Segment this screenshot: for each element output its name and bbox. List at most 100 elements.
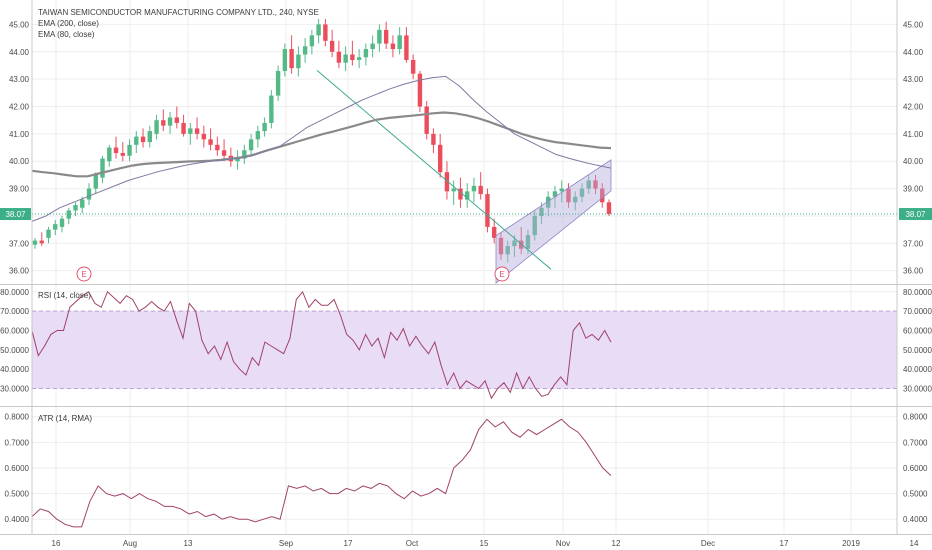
candle-up[interactable] bbox=[134, 131, 139, 154]
candle-up[interactable] bbox=[86, 183, 92, 206]
rsi-pane[interactable] bbox=[31, 290, 897, 400]
candle-up[interactable] bbox=[248, 133, 254, 156]
candle-down[interactable] bbox=[228, 147, 234, 167]
candle-down[interactable] bbox=[424, 101, 429, 140]
candle-up[interactable] bbox=[356, 49, 362, 69]
candle-down[interactable] bbox=[431, 128, 436, 154]
candle-up[interactable] bbox=[464, 183, 470, 208]
trend-channel[interactable] bbox=[495, 159, 612, 284]
candle-down[interactable] bbox=[478, 172, 483, 200]
candle-up[interactable] bbox=[282, 43, 288, 77]
candle-up[interactable] bbox=[32, 237, 38, 249]
candle-up[interactable] bbox=[316, 18, 321, 44]
candle-body bbox=[147, 131, 152, 143]
candle-down[interactable] bbox=[181, 114, 186, 137]
candle-up[interactable] bbox=[451, 180, 456, 206]
candle-down[interactable] bbox=[113, 136, 119, 159]
candle-body bbox=[208, 139, 213, 145]
candle-down[interactable] bbox=[120, 142, 125, 162]
candle-down[interactable] bbox=[336, 40, 342, 69]
candle-up[interactable] bbox=[343, 46, 348, 71]
candle-down[interactable] bbox=[593, 174, 598, 195]
candle-body bbox=[248, 139, 254, 151]
candle-down[interactable] bbox=[39, 232, 44, 247]
candle-down[interactable] bbox=[600, 183, 605, 208]
candle-body bbox=[235, 158, 240, 162]
candle-up[interactable] bbox=[188, 122, 193, 145]
candle-up[interactable] bbox=[546, 191, 551, 216]
candle-down[interactable] bbox=[350, 40, 355, 66]
candle-down[interactable] bbox=[519, 226, 524, 255]
candle-up[interactable] bbox=[46, 226, 51, 244]
candle-up[interactable] bbox=[100, 155, 105, 184]
candle-down[interactable] bbox=[329, 29, 335, 58]
candle-body bbox=[519, 240, 524, 249]
candle-up[interactable] bbox=[127, 139, 132, 162]
candle-body bbox=[397, 35, 402, 50]
candle-body bbox=[309, 35, 315, 47]
candle-up[interactable] bbox=[107, 144, 112, 167]
candle-down[interactable] bbox=[417, 70, 423, 112]
candle-down[interactable] bbox=[140, 128, 146, 148]
candle-up[interactable] bbox=[309, 29, 315, 55]
candle-up[interactable] bbox=[559, 180, 564, 203]
earnings-marker[interactable]: E bbox=[494, 266, 510, 282]
candle-up[interactable] bbox=[242, 144, 247, 164]
candle-body bbox=[80, 199, 85, 208]
candle-down[interactable] bbox=[437, 133, 443, 178]
price-tag-right bbox=[899, 208, 932, 221]
candle-down[interactable] bbox=[201, 125, 207, 148]
candle-down[interactable] bbox=[390, 35, 396, 58]
candle-up[interactable] bbox=[59, 215, 65, 233]
atr-pane[interactable] bbox=[31, 418, 612, 528]
candle-up[interactable] bbox=[532, 210, 537, 241]
candle-up[interactable] bbox=[167, 111, 173, 134]
candle-up[interactable] bbox=[579, 183, 585, 203]
candle-up[interactable] bbox=[147, 125, 152, 148]
candle-down[interactable] bbox=[208, 128, 213, 151]
candle-down[interactable] bbox=[215, 136, 220, 156]
earnings-circle bbox=[494, 266, 510, 282]
candle-up[interactable] bbox=[53, 220, 58, 236]
candle-down[interactable] bbox=[289, 35, 294, 74]
candle-up[interactable] bbox=[255, 125, 261, 148]
candle-up[interactable] bbox=[397, 27, 402, 55]
candle-up[interactable] bbox=[471, 177, 477, 203]
candle-up[interactable] bbox=[505, 240, 510, 263]
candle-down[interactable] bbox=[404, 27, 409, 63]
candle-down[interactable] bbox=[410, 54, 416, 80]
candle-down[interactable] bbox=[161, 109, 166, 132]
candle-up[interactable] bbox=[573, 191, 578, 211]
candle-up[interactable] bbox=[66, 207, 71, 225]
candle-up[interactable] bbox=[73, 202, 78, 216]
candle-up[interactable] bbox=[235, 150, 240, 170]
candle-down[interactable] bbox=[485, 188, 490, 233]
candle-up[interactable] bbox=[154, 114, 159, 140]
candle-down[interactable] bbox=[323, 18, 328, 47]
candle-up[interactable] bbox=[296, 46, 301, 77]
candle-up[interactable] bbox=[302, 38, 308, 63]
candle-down[interactable] bbox=[492, 218, 497, 244]
candle-down[interactable] bbox=[606, 199, 612, 216]
candle-down[interactable] bbox=[566, 183, 571, 208]
candle-up[interactable] bbox=[269, 90, 274, 129]
candle-down[interactable] bbox=[221, 139, 227, 162]
candle-down[interactable] bbox=[498, 232, 504, 260]
candle-up[interactable] bbox=[586, 174, 591, 195]
candle-up[interactable] bbox=[377, 24, 382, 52]
price-tick-label-left: 43.00 bbox=[9, 75, 30, 84]
atr-tick-label-left: 0.7000 bbox=[5, 438, 30, 447]
earnings-marker[interactable]: E bbox=[76, 266, 92, 282]
candle-up[interactable] bbox=[262, 117, 267, 137]
candle-down[interactable] bbox=[174, 106, 180, 129]
candle-down[interactable] bbox=[194, 117, 200, 140]
candle-down[interactable] bbox=[383, 21, 389, 50]
trendline[interactable] bbox=[316, 70, 552, 270]
candle-up[interactable] bbox=[363, 43, 369, 66]
candle-up[interactable] bbox=[370, 35, 375, 58]
candle-up[interactable] bbox=[275, 65, 281, 102]
candle-up[interactable] bbox=[93, 172, 98, 195]
candle-up[interactable] bbox=[80, 196, 85, 214]
